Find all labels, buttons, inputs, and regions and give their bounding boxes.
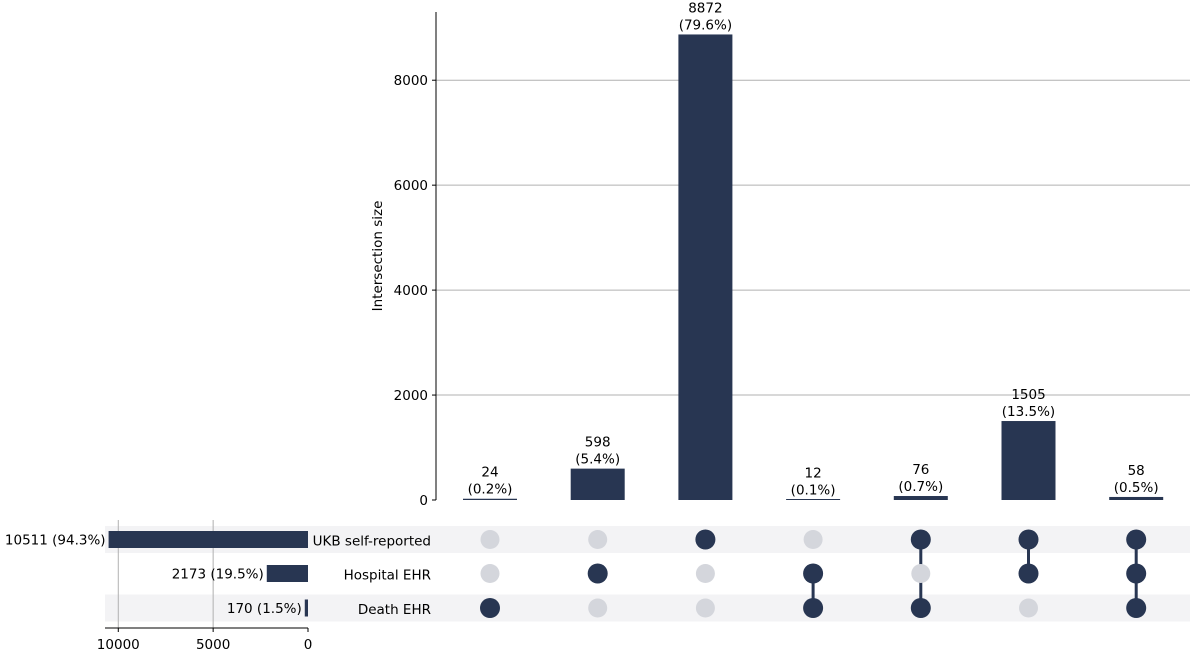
bar-percent-label: (13.5%) — [1002, 404, 1055, 420]
matrix-dot-active — [695, 529, 716, 550]
matrix-dot-inactive — [480, 530, 500, 549]
y-tick-label: 4000 — [394, 283, 428, 299]
set-x-tick-label: 5000 — [196, 637, 230, 651]
bar-value-label: 598 — [585, 435, 611, 451]
bar-value-label: 12 — [805, 465, 822, 481]
matrix-dot-active — [1018, 563, 1039, 584]
bar-value-label: 8872 — [688, 0, 722, 16]
matrix-dot-active — [480, 598, 500, 618]
matrix-dot-inactive — [588, 598, 608, 618]
y-tick-label: 8000 — [394, 73, 428, 89]
matrix-dot-active — [1126, 563, 1147, 584]
bar-percent-label: (79.6%) — [679, 17, 732, 33]
intersection-bar — [678, 34, 733, 500]
matrix-dot-active — [803, 598, 824, 618]
intersection-bar — [893, 496, 948, 500]
intersection-bar — [786, 499, 841, 500]
matrix-dot-active — [1018, 529, 1039, 550]
matrix-dot-inactive — [695, 598, 715, 618]
intersection-bar — [1001, 421, 1056, 500]
matrix-dot-active — [1126, 598, 1147, 618]
matrix-dot-inactive — [911, 564, 931, 583]
set-x-tick-label: 0 — [304, 637, 313, 651]
bar-value-label: 24 — [481, 465, 498, 481]
y-tick-label: 2000 — [394, 388, 428, 404]
matrix-dot-inactive — [480, 564, 500, 583]
bar-percent-label: (0.2%) — [468, 482, 513, 498]
bar-value-label: 1505 — [1011, 387, 1045, 403]
intersection-bar — [570, 468, 625, 500]
set-size-label: 170 (1.5%) — [227, 601, 302, 617]
matrix-row-stripe — [105, 594, 1190, 622]
y-axis-title: Intersection size — [370, 201, 386, 312]
intersection-bar — [1109, 496, 1164, 500]
bar-percent-label: (0.5%) — [1114, 480, 1159, 496]
bar-percent-label: (0.7%) — [898, 479, 943, 495]
bar-value-label: 76 — [912, 462, 929, 478]
bar-percent-label: (5.4%) — [575, 452, 620, 468]
set-size-label: 2173 (19.5%) — [172, 567, 264, 583]
matrix-dot-active — [1126, 529, 1147, 550]
set-name-label: UKB self-reported — [313, 534, 431, 550]
set-name-label: Hospital EHR — [344, 568, 431, 584]
set-x-tick-label: 10000 — [97, 637, 140, 651]
y-tick-label: 6000 — [394, 178, 428, 194]
matrix-dot-active — [587, 563, 608, 584]
bar-value-label: 58 — [1128, 463, 1145, 479]
matrix-dot-active — [803, 563, 824, 584]
y-tick-label: 0 — [419, 493, 428, 509]
set-name-label: Death EHR — [358, 602, 431, 618]
set-size-label: 10511 (94.3%) — [5, 533, 106, 549]
matrix-dot-inactive — [695, 564, 715, 583]
bar-percent-label: (0.1%) — [791, 482, 836, 498]
matrix-dot-active — [910, 529, 931, 550]
intersection-bar — [463, 498, 517, 500]
matrix-dot-active — [910, 598, 931, 618]
set-size-bar — [108, 531, 309, 548]
set-size-bar — [266, 565, 308, 582]
matrix-dot-inactive — [1019, 598, 1038, 618]
matrix-dot-inactive — [588, 530, 608, 549]
set-size-bar — [304, 599, 308, 617]
matrix-dot-inactive — [803, 530, 823, 549]
